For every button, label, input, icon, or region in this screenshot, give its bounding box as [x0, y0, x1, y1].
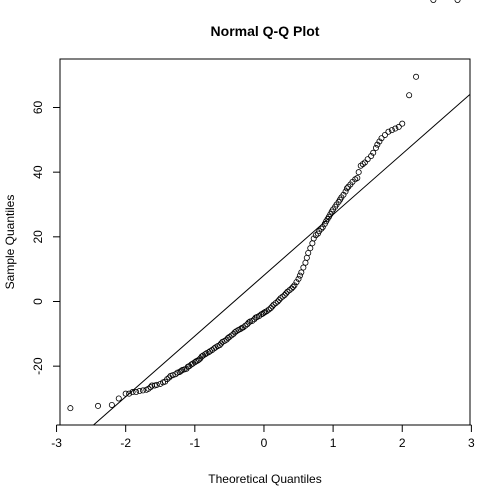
- data-point: [406, 92, 413, 99]
- data-point: [318, 225, 325, 232]
- data-point: [392, 125, 399, 132]
- x-tick-label: 0: [261, 436, 268, 450]
- data-points: [67, 0, 461, 412]
- data-point: [126, 390, 133, 397]
- data-point: [153, 381, 160, 388]
- data-point: [370, 149, 377, 156]
- data-point: [108, 401, 115, 408]
- data-point: [300, 264, 307, 271]
- data-point: [307, 245, 314, 252]
- data-point: [298, 269, 305, 276]
- x-axis: -3 -2 -1 0 1 2 3: [51, 424, 475, 450]
- reference-line: [92, 93, 470, 425]
- data-point: [319, 224, 326, 231]
- data-point: [305, 249, 312, 256]
- y-tick-label: -20: [31, 357, 45, 375]
- data-point: [340, 191, 347, 198]
- data-point: [399, 120, 406, 127]
- x-tick-label: -3: [51, 436, 62, 450]
- data-point: [169, 372, 176, 379]
- data-point: [378, 135, 385, 142]
- data-point: [283, 290, 290, 297]
- data-point: [269, 303, 276, 310]
- data-point: [385, 128, 392, 135]
- y-tick-label: 60: [31, 101, 45, 115]
- data-point: [177, 368, 184, 375]
- x-tick-label: 3: [468, 436, 475, 450]
- y-axis: -20 0 20 40 60: [31, 101, 61, 375]
- reference-line-group: [92, 93, 470, 425]
- data-point: [147, 384, 154, 391]
- data-point: [245, 319, 252, 326]
- data-point: [413, 73, 420, 80]
- data-point: [293, 279, 300, 286]
- y-axis-label: Sample Quantiles: [3, 195, 17, 290]
- x-tick-label: 1: [330, 436, 337, 450]
- data-point: [139, 387, 146, 394]
- data-point: [95, 402, 102, 409]
- x-tick-label: 2: [399, 436, 406, 450]
- data-point: [122, 390, 129, 397]
- data-point: [374, 141, 381, 148]
- data-point: [129, 389, 136, 396]
- plot-frame: [59, 58, 471, 426]
- data-point: [376, 138, 383, 145]
- x-tick-label: -2: [120, 436, 131, 450]
- data-point: [388, 127, 395, 134]
- data-point: [290, 283, 297, 290]
- data-point: [115, 395, 122, 402]
- data-point: [136, 388, 143, 395]
- data-point: [355, 169, 362, 176]
- data-point: [202, 351, 209, 358]
- data-point: [303, 254, 310, 261]
- data-point: [343, 185, 350, 192]
- data-point: [342, 188, 349, 195]
- data-point: [430, 0, 437, 3]
- y-tick-label: 20: [31, 230, 45, 244]
- data-point: [310, 235, 317, 242]
- data-point: [218, 340, 225, 347]
- data-point: [302, 259, 309, 266]
- x-tick-label: -1: [189, 436, 200, 450]
- data-point: [454, 0, 461, 3]
- data-point: [291, 282, 298, 289]
- y-tick-label: 0: [31, 298, 45, 305]
- data-point: [67, 405, 74, 412]
- chart-title: Normal Q-Q Plot: [211, 23, 320, 39]
- data-point: [133, 389, 140, 396]
- data-point: [395, 123, 402, 130]
- data-point: [295, 275, 302, 282]
- data-point: [368, 152, 375, 159]
- data-point: [296, 272, 303, 279]
- data-point: [381, 131, 388, 138]
- data-point: [354, 174, 361, 181]
- y-tick-label: 40: [31, 165, 45, 179]
- data-point: [364, 156, 371, 163]
- data-point: [309, 240, 316, 247]
- x-axis-label: Theoretical Quantiles: [208, 472, 321, 486]
- data-point: [372, 144, 379, 151]
- data-point: [276, 296, 283, 303]
